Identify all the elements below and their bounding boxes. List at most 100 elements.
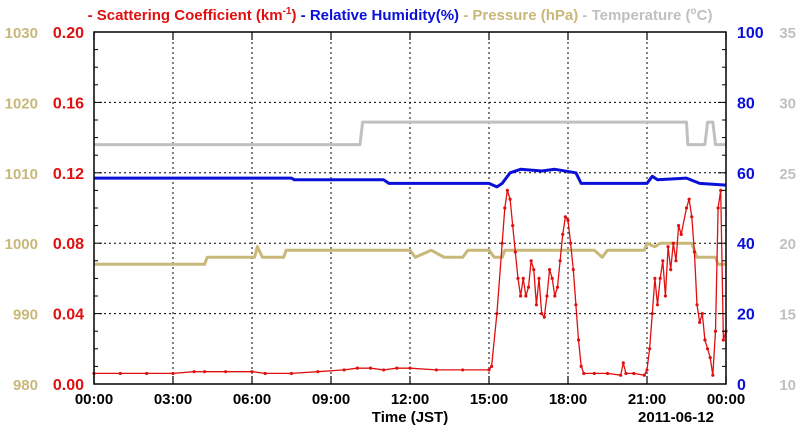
data-point bbox=[687, 197, 691, 201]
data-point bbox=[632, 371, 636, 376]
humidity-tick-label: 0 bbox=[737, 377, 746, 394]
series-line bbox=[94, 167, 727, 189]
data-point bbox=[648, 347, 652, 351]
data-point bbox=[505, 188, 510, 192]
data-point bbox=[708, 356, 712, 360]
data-point bbox=[503, 206, 507, 210]
pressure-tick-label: 1010 bbox=[5, 166, 38, 183]
data-point bbox=[524, 294, 528, 298]
legend-entry-temperature: - Temperature ( bbox=[578, 7, 690, 24]
data-point bbox=[368, 366, 373, 370]
scattering-tick-label: 0.16 bbox=[53, 95, 84, 112]
legend-suffix: C) bbox=[697, 7, 713, 24]
data-point bbox=[677, 224, 681, 228]
data-point bbox=[382, 368, 386, 372]
data-point bbox=[692, 250, 697, 254]
humidity-tick-label: 20 bbox=[737, 307, 755, 324]
data-point bbox=[511, 224, 515, 228]
data-point bbox=[713, 329, 718, 333]
series-scattering bbox=[92, 188, 728, 377]
data-point bbox=[574, 303, 578, 307]
humidity-tick-label: 80 bbox=[737, 95, 755, 112]
data-point bbox=[705, 347, 710, 351]
data-point bbox=[542, 315, 546, 319]
data-point bbox=[289, 371, 294, 376]
data-point bbox=[355, 366, 359, 370]
legend-suffix: ) bbox=[292, 7, 297, 24]
data-point bbox=[658, 276, 662, 280]
data-point bbox=[721, 338, 725, 342]
data-point bbox=[529, 259, 533, 263]
scattering-tick-label: 0.08 bbox=[53, 236, 84, 253]
data-point bbox=[621, 361, 625, 365]
legend-text: - Scattering Coefficient (km-1) - Relati… bbox=[88, 6, 713, 24]
x-tick-label: 21:00 bbox=[628, 391, 666, 408]
data-point bbox=[716, 206, 720, 210]
data-point bbox=[516, 276, 520, 280]
data-point bbox=[650, 312, 654, 316]
data-point bbox=[695, 303, 699, 307]
data-point bbox=[579, 364, 583, 368]
data-point bbox=[526, 285, 531, 289]
data-point bbox=[642, 373, 646, 377]
pressure-tick-label: 1030 bbox=[5, 25, 38, 42]
scattering-tick-label: 0.04 bbox=[53, 307, 84, 324]
data-point bbox=[145, 371, 149, 376]
x-tick-label: 18:00 bbox=[549, 391, 587, 408]
data-point bbox=[624, 371, 628, 376]
data-point bbox=[547, 268, 552, 272]
legend-entry-scattering: - Scattering Coefficient (km bbox=[88, 7, 283, 24]
data-point bbox=[582, 371, 586, 376]
legend: - Scattering Coefficient (km-1) - Relati… bbox=[88, 6, 713, 24]
grid bbox=[94, 32, 726, 384]
date-label: 2011-06-12 bbox=[638, 409, 714, 426]
data-point bbox=[118, 371, 122, 376]
pressure-tick-label: 1020 bbox=[5, 95, 38, 112]
data-point bbox=[666, 245, 670, 249]
x-tick-label: 00:00 bbox=[707, 391, 745, 408]
data-point bbox=[342, 368, 346, 372]
data-point bbox=[645, 368, 649, 372]
data-point bbox=[495, 312, 499, 316]
data-point bbox=[655, 303, 660, 307]
x-tick-label: 00:00 bbox=[75, 391, 113, 408]
x-tick-label: 03:00 bbox=[154, 391, 192, 408]
data-point bbox=[555, 285, 560, 289]
data-point bbox=[316, 370, 320, 374]
data-point bbox=[192, 370, 196, 374]
data-point bbox=[250, 370, 254, 374]
scattering-tick-label: 0.12 bbox=[53, 166, 84, 183]
data-point bbox=[561, 232, 565, 236]
data-point bbox=[719, 188, 723, 192]
data-point bbox=[661, 259, 665, 263]
pressure-tick-label: 1000 bbox=[5, 236, 38, 253]
data-point bbox=[487, 368, 491, 372]
data-point bbox=[224, 370, 228, 374]
scattering-tick-label: 0.20 bbox=[53, 25, 84, 42]
humidity-tick-label: 100 bbox=[737, 25, 764, 42]
data-point bbox=[461, 368, 465, 372]
data-point bbox=[540, 312, 544, 316]
data-point bbox=[171, 371, 175, 376]
data-point bbox=[558, 259, 562, 263]
humidity-tick-label: 40 bbox=[737, 236, 755, 253]
data-point bbox=[690, 215, 694, 219]
data-point bbox=[703, 338, 707, 342]
x-axis-label: Time (JST) bbox=[372, 409, 448, 426]
data-point bbox=[550, 276, 554, 280]
data-point bbox=[434, 368, 438, 372]
data-point bbox=[674, 259, 678, 263]
data-point bbox=[576, 338, 581, 342]
x-tick-label: 06:00 bbox=[233, 391, 271, 408]
data-point bbox=[534, 303, 539, 307]
data-point bbox=[679, 232, 683, 236]
data-point bbox=[537, 276, 541, 280]
data-point bbox=[619, 373, 623, 377]
data-point bbox=[711, 373, 715, 377]
data-point bbox=[671, 241, 675, 245]
data-point bbox=[521, 276, 525, 280]
data-point bbox=[203, 370, 207, 374]
axes: 00:00 03:00 06:00 09:00 12:00 15:00 18:00 21:00… bbox=[5, 25, 796, 408]
data-point bbox=[519, 294, 523, 298]
